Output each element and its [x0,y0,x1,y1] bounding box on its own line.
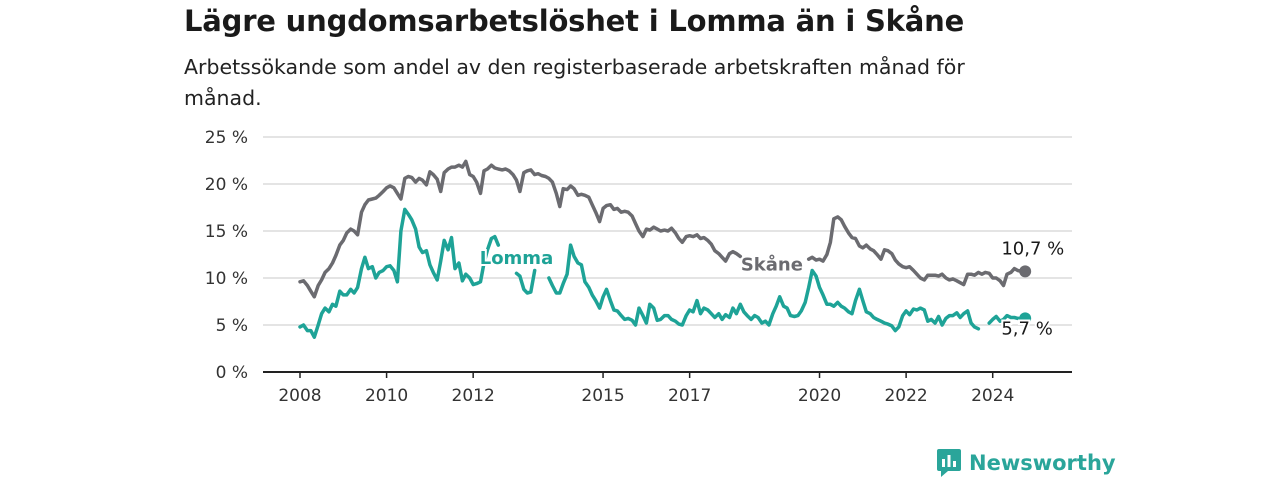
end-marker-lomma [1019,312,1032,325]
annotations: Lomma Skåne 10,7 % 5,7 % [478,237,1067,342]
y-tick-label: 10 % [205,269,248,289]
annotation-label: 10,7 % [1001,239,1064,260]
series-line-sk-ne [298,159,743,299]
x-axis: 2008 2010 2012 2015 2017 2020 2022 2024 [263,371,1072,406]
x-tick-label: 2010 [365,386,408,406]
series-line-lomma [298,207,501,339]
series-line-lomma [514,268,537,295]
chart-subtitle: Arbetssökande som andel av den registerb… [184,55,965,110]
y-tick-label: 5 % [216,316,248,336]
x-tick-label: 2024 [971,386,1014,406]
series-line-sk-ne [806,215,1027,288]
y-tick-label: 0 % [216,363,248,383]
newsworthy-logo-icon [937,449,961,477]
end-marker-sk-ne [1019,265,1032,278]
annotation-label: 5,7 % [1001,318,1052,339]
annotation-label: Skåne [741,253,803,275]
annotation-label: Lomma [480,248,554,269]
x-tick-label: 2017 [668,386,711,406]
x-tick-label: 2008 [278,386,321,406]
x-tick-label: 2012 [452,386,495,406]
x-tick-label: 2022 [884,386,927,406]
series-line-lomma [547,243,981,333]
newsworthy-brand[interactable]: Newsworthy [936,448,1116,478]
y-tick-label: 20 % [205,175,248,195]
series-line-lomma [987,313,1024,325]
x-tick-label: 2020 [798,386,841,406]
brand-name: Newsworthy [969,451,1116,475]
y-tick-label: 15 % [205,222,248,242]
end-markers [1019,265,1032,325]
y-axis-tick-labels: 0 % 5 % 10 % 15 % 20 % 25 % [205,128,248,383]
x-tick-label: 2015 [581,386,624,406]
y-tick-label: 25 % [205,128,248,148]
chart-title: Lägre ungdomsarbetslöshet i Lomma än i S… [184,4,965,38]
series-lines [298,159,1027,339]
